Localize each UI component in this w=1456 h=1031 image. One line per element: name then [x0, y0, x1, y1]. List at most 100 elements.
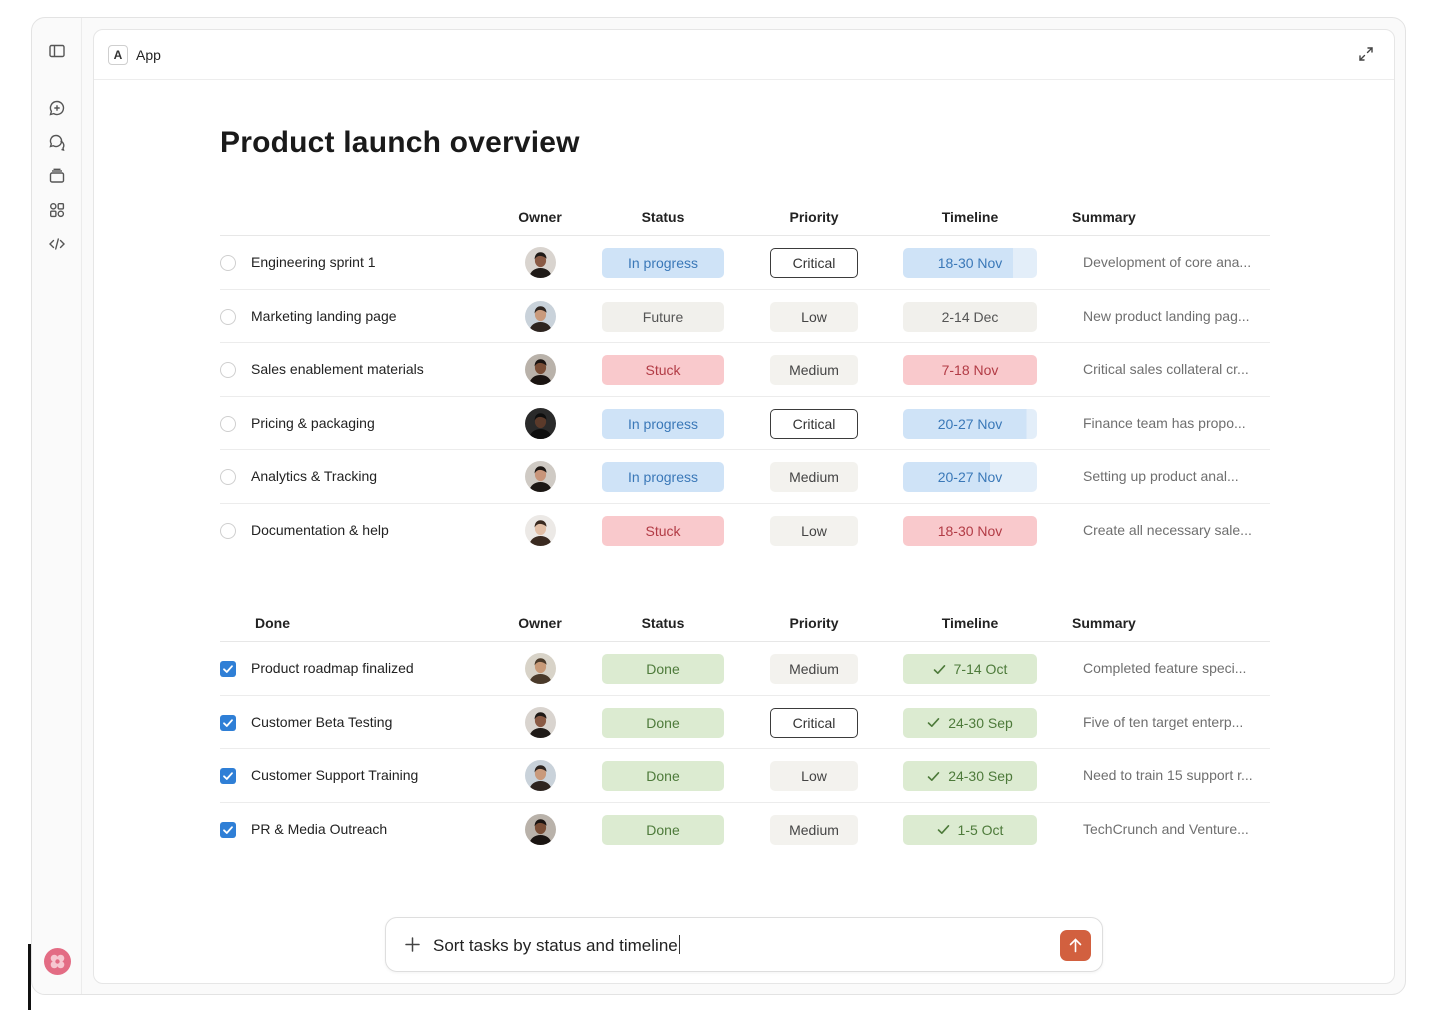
header-priority[interactable]: Priority — [789, 209, 839, 225]
summary-text[interactable]: TechCrunch and Venture... — [1083, 820, 1249, 837]
task-checkbox[interactable] — [220, 522, 236, 539]
owner-avatar[interactable] — [525, 514, 556, 546]
task-name[interactable]: Sales enablement materials — [251, 361, 424, 377]
prompt-input[interactable]: Sort tasks by status and timeline — [433, 935, 680, 956]
status-badge[interactable]: In progress — [602, 462, 724, 492]
timeline-bar[interactable]: 7-18 Nov — [903, 355, 1037, 385]
expand-icon[interactable] — [1358, 46, 1374, 62]
timeline-bar[interactable]: 24-30 Sep — [903, 761, 1037, 791]
projects-icon[interactable] — [48, 167, 66, 185]
status-badge[interactable]: Done — [602, 707, 724, 738]
artifacts-icon[interactable] — [48, 201, 66, 219]
header-summary[interactable]: Summary — [1072, 615, 1136, 631]
status-badge[interactable]: Done — [602, 761, 724, 791]
task-name[interactable]: PR & Media Outreach — [251, 820, 388, 837]
table-row[interactable]: Customer Beta Testing Done Critical 24-30 S… — [220, 696, 1270, 749]
task-checkbox[interactable] — [220, 308, 236, 325]
task-checkbox[interactable] — [220, 768, 236, 784]
header-timeline[interactable]: Timeline — [941, 615, 999, 631]
task-name[interactable]: Customer Beta Testing — [251, 713, 393, 730]
priority-badge[interactable]: Critical — [770, 248, 858, 278]
summary-text[interactable]: Critical sales collateral cr... — [1083, 361, 1249, 377]
summary-text[interactable]: Need to train 15 support r... — [1083, 767, 1253, 783]
priority-badge[interactable]: Medium — [770, 462, 858, 492]
timeline-bar[interactable]: 18-30 Nov — [903, 248, 1037, 278]
priority-badge[interactable]: Medium — [770, 814, 858, 845]
task-name[interactable]: Customer Support Training — [251, 767, 419, 783]
code-icon[interactable] — [48, 235, 66, 253]
header-owner[interactable]: Owner — [518, 209, 562, 225]
task-name[interactable]: Product roadmap finalized — [251, 660, 414, 676]
priority-badge[interactable]: Critical — [770, 707, 858, 738]
status-badge[interactable]: Done — [602, 654, 724, 684]
table-row[interactable]: PR & Media Outreach Done Medium 1-5 Oct Tech… — [220, 803, 1270, 857]
owner-avatar[interactable] — [525, 461, 556, 492]
sidebar-toggle-icon[interactable] — [48, 42, 66, 60]
task-checkbox[interactable] — [220, 821, 236, 838]
owner-avatar[interactable] — [525, 706, 556, 738]
brand-logo-icon[interactable] — [44, 948, 71, 975]
task-checkbox[interactable] — [220, 362, 236, 378]
priority-badge[interactable]: Low — [770, 761, 858, 791]
timeline-bar[interactable]: 7-14 Oct — [903, 654, 1037, 684]
summary-text[interactable]: Development of core ana... — [1083, 254, 1252, 270]
chats-icon[interactable] — [48, 133, 66, 151]
owner-avatar[interactable] — [525, 407, 556, 439]
owner-avatar[interactable] — [525, 300, 556, 332]
owner-avatar[interactable] — [525, 354, 556, 385]
plus-icon[interactable] — [404, 936, 421, 953]
owner-avatar[interactable] — [525, 760, 556, 791]
table-row[interactable]: Sales enablement materials Stuck Medium 7-1… — [220, 343, 1270, 397]
status-badge[interactable]: Future — [602, 301, 724, 332]
timeline-bar[interactable]: 2-14 Dec — [903, 301, 1037, 332]
priority-badge[interactable]: Medium — [770, 355, 858, 385]
summary-text[interactable]: New product landing pag... — [1083, 307, 1250, 324]
header-status[interactable]: Status — [641, 209, 685, 225]
owner-avatar[interactable] — [525, 653, 556, 684]
header-timeline[interactable]: Timeline — [941, 209, 999, 225]
task-checkbox[interactable] — [220, 661, 236, 677]
task-name[interactable]: Pricing & packaging — [251, 414, 375, 431]
arrow-up-icon[interactable] — [1060, 930, 1091, 961]
prompt-composer[interactable]: Sort tasks by status and timeline — [385, 917, 1103, 972]
table-row[interactable]: Customer Support Training Done Low 24-30 Se… — [220, 749, 1270, 803]
priority-badge[interactable]: Low — [770, 301, 858, 332]
summary-text[interactable]: Setting up product anal... — [1083, 468, 1239, 484]
task-name[interactable]: Documentation & help — [251, 521, 389, 538]
status-badge[interactable]: Stuck — [602, 355, 724, 385]
task-checkbox[interactable] — [220, 469, 236, 485]
new-chat-icon[interactable] — [48, 99, 66, 117]
owner-avatar[interactable] — [525, 247, 556, 278]
header-status[interactable]: Status — [641, 615, 685, 631]
priority-badge[interactable]: Medium — [770, 654, 858, 684]
status-badge[interactable]: Stuck — [602, 515, 724, 546]
timeline-bar[interactable]: 20-27 Nov — [903, 462, 1037, 492]
summary-text[interactable]: Create all necessary sale... — [1083, 521, 1252, 538]
header-owner[interactable]: Owner — [518, 615, 562, 631]
table-row[interactable]: Marketing landing page Future Low 2-14 Dec N… — [220, 290, 1270, 343]
timeline-bar[interactable]: 1-5 Oct — [903, 814, 1037, 845]
header-priority[interactable]: Priority — [789, 615, 839, 631]
task-checkbox[interactable] — [220, 255, 236, 271]
task-name[interactable]: Marketing landing page — [251, 307, 397, 324]
owner-avatar[interactable] — [525, 813, 556, 845]
header-summary[interactable]: Summary — [1072, 209, 1136, 225]
timeline-bar[interactable]: 20-27 Nov — [903, 408, 1037, 439]
timeline-bar[interactable]: 18-30 Nov — [903, 515, 1037, 546]
task-checkbox[interactable] — [220, 714, 236, 731]
summary-text[interactable]: Finance team has propo... — [1083, 414, 1246, 431]
priority-badge[interactable]: Low — [770, 515, 858, 546]
table-row[interactable]: Engineering sprint 1 In progress Critical 1… — [220, 236, 1270, 290]
table-row[interactable]: Product roadmap finalized Done Medium 7-14 … — [220, 642, 1270, 696]
task-checkbox[interactable] — [220, 415, 236, 432]
status-badge[interactable]: Done — [602, 814, 724, 845]
table-row[interactable]: Analytics & Tracking In progress Medium 20-… — [220, 450, 1270, 504]
table-row[interactable]: Documentation & help Stuck Low 18-30 Nov Cre… — [220, 504, 1270, 558]
summary-text[interactable]: Five of ten target enterp... — [1083, 713, 1244, 730]
priority-badge[interactable]: Critical — [770, 408, 858, 439]
status-badge[interactable]: In progress — [602, 408, 724, 439]
status-badge[interactable]: In progress — [602, 248, 724, 278]
timeline-bar[interactable]: 24-30 Sep — [903, 707, 1037, 738]
task-name[interactable]: Engineering sprint 1 — [251, 254, 376, 270]
table-row[interactable]: Pricing & packaging In progress Critical 20… — [220, 397, 1270, 450]
